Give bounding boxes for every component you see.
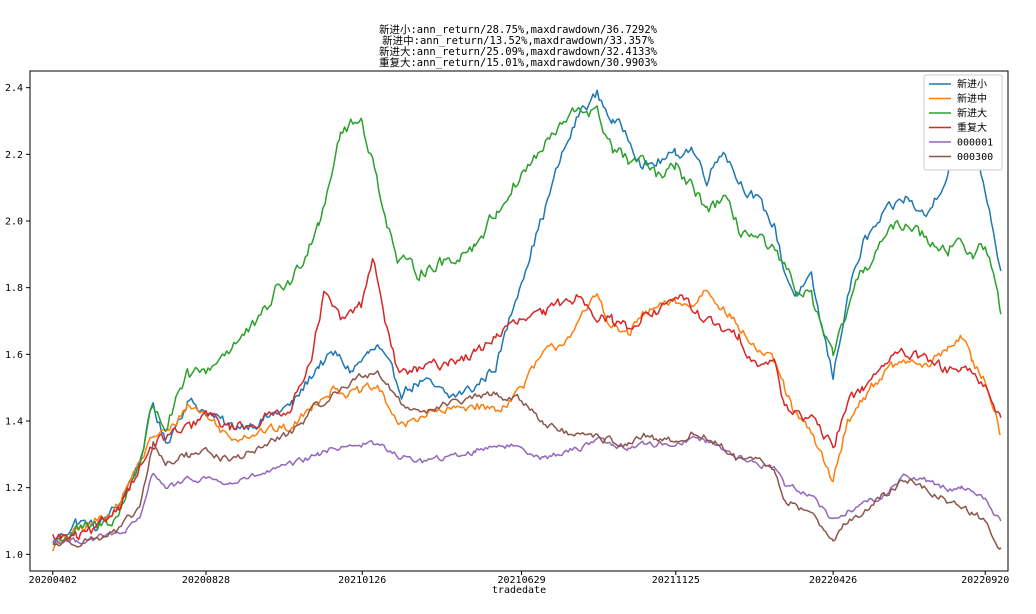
series-line-5 — [52, 370, 1002, 550]
series-layer — [52, 89, 1002, 552]
x-tick-label: 20210629 — [498, 575, 546, 586]
x-tick-label: 20220426 — [809, 575, 857, 586]
x-tick-label: 20210126 — [338, 575, 386, 586]
y-tick-label: 1.2 — [5, 483, 23, 494]
ticks-layer: 1.0 1.2 1.4 1.6 1.8 2.0 2.2 2.4 20200402 20200828… — [5, 83, 1009, 586]
series-line-0 — [52, 89, 1002, 545]
y-tick-label: 2.0 — [5, 217, 23, 228]
title-line-1: 新进小:ann_return/28.75%,maxdrawdown/36.729… — [378, 24, 658, 36]
legend-label: 000300 — [957, 152, 993, 163]
series-line-4 — [52, 435, 1002, 545]
y-tick-label: 2.2 — [5, 150, 23, 161]
series-line-3 — [52, 257, 1002, 541]
series-line-1 — [52, 289, 1001, 552]
legend-label: 新进小 — [957, 78, 987, 91]
legend-label: 重复大 — [957, 121, 987, 134]
x-tick-label: 20200828 — [182, 575, 230, 586]
y-tick-label: 1.6 — [5, 350, 23, 361]
x-axis-label: tradedate — [492, 585, 546, 596]
title-line-4: 重复大:ann_return/15.01%,maxdrawdown/30.990… — [378, 57, 658, 69]
x-tick-label: 20211125 — [652, 575, 700, 586]
legend-label: 000001 — [957, 138, 993, 149]
chart-title: 新进小:ann_return/28.75%,maxdrawdown/36.729… — [0, 25, 1036, 69]
y-tick-label: 1.8 — [5, 283, 23, 294]
title-line-3: 新进大:ann_return/25.09%,maxdrawdown/32.413… — [378, 46, 658, 58]
legend-label: 新进大 — [957, 107, 987, 120]
axes-frame — [29, 70, 1009, 572]
series-line-2 — [52, 105, 1002, 543]
y-tick-label: 1.4 — [5, 417, 23, 428]
title-line-2: 新进中:ann_return/13.52%,maxdrawdown/33.357… — [382, 35, 654, 47]
y-tick-label: 2.4 — [5, 83, 23, 94]
x-tick-label: 20200402 — [29, 575, 77, 586]
legend-label: 新进中 — [957, 92, 987, 105]
y-tick-label: 1.0 — [5, 550, 23, 561]
x-tick-label: 20220920 — [961, 575, 1009, 586]
